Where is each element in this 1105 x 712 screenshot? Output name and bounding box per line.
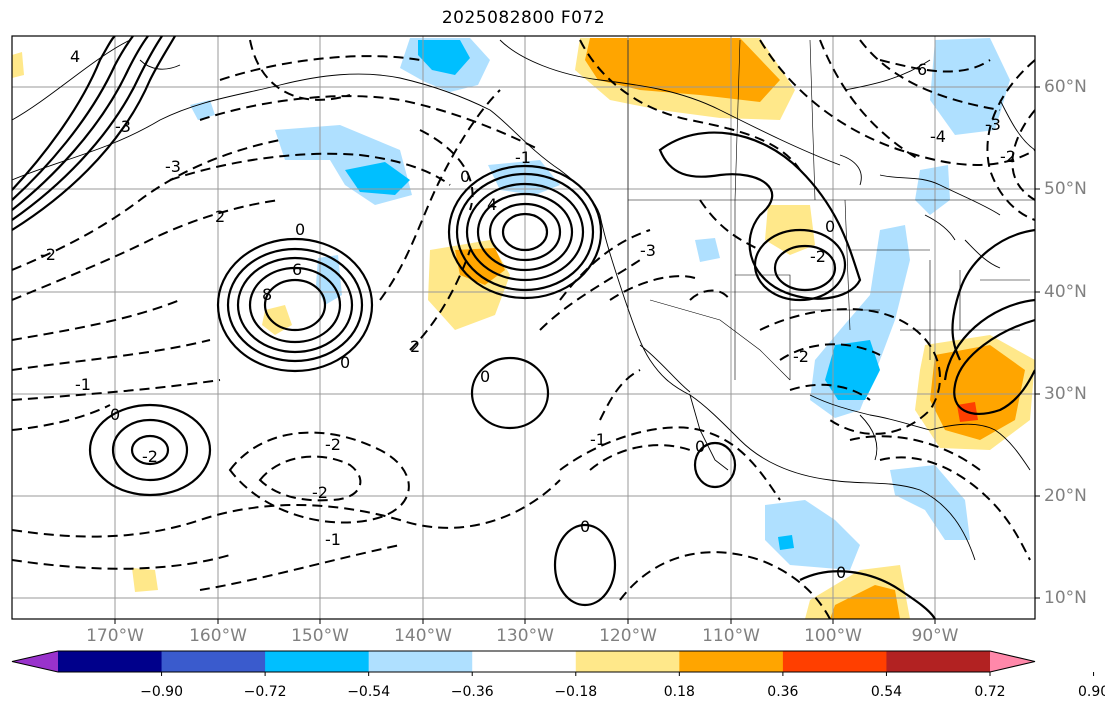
colorbar-tick-label: −0.36 [450,684,494,700]
contour-label: -1 [515,148,531,167]
colorbar-tick-label: 0.18 [663,684,695,700]
lat-label: 60°N [1044,77,1087,97]
colorbar-tick-label: −0.90 [140,684,183,700]
contours-dashed [12,39,1035,619]
tick-marks [114,86,1040,624]
colorbar-segment [368,651,473,672]
contour-labels: 4 6 -6 -4 -3 -3 -2 -1 0 0 0 0 2 2 -2 -2 … [40,47,1016,582]
contour-label: 0 [295,220,305,239]
contour-label: -1 [75,375,91,394]
lon-label: 160°W [189,626,247,646]
colorbar-extend-low [12,651,58,672]
lon-label: 130°W [496,626,554,646]
lon-label: 140°W [394,626,452,646]
colorbar-extend-high [990,651,1035,672]
colorbar-tick-label: 0.36 [767,684,799,700]
contour-label: -2 [1000,147,1016,166]
contour-label: -1 [325,530,341,549]
contour-label: 4 [70,47,80,66]
shaded-areas [12,38,1035,619]
contour-label: 2 [215,207,225,226]
contour-label: -3 [985,115,1001,134]
contours-solid [12,36,1035,619]
contour-label: -3 [165,157,181,176]
colorbar-tick-label: −0.18 [554,684,598,700]
lon-label: 150°W [291,626,349,646]
contour-label: -2 [325,435,341,454]
contour-label: 2 [410,337,420,356]
colorbar [11,650,1095,676]
contour-label: -2 [810,247,826,266]
contour-label: -2 [312,483,328,502]
lat-label: 40°N [1044,282,1087,302]
contour-label: -3 [115,117,131,136]
coastlines [12,39,1035,561]
colorbar-segment [886,651,991,672]
map-title: 2025082800 F072 [441,8,606,28]
contour-label: -2 [793,347,809,366]
contour-label: 0 [695,437,705,456]
colorbar-tick-label: 0.90 [1077,684,1105,700]
contour-label: 6 [917,60,927,79]
colorbar-segment [575,651,680,672]
contour-label: 8 [262,285,272,304]
contour-label: 0 [480,367,490,386]
contour-label: 0 [580,517,590,536]
contour-label: 6 [292,260,302,279]
lat-label: 30°N [1044,384,1087,404]
contour-label: 0 [340,353,350,372]
colorbar-segment [265,651,370,672]
graticule [12,36,1035,619]
contour-label: 4 [487,195,497,214]
contour-label: 0 [825,217,835,236]
contour-label: -4 [930,127,946,146]
colorbar-tick-label: −0.54 [347,684,391,700]
colorbar-tick-label: 0.72 [974,684,1006,700]
lon-label: 120°W [599,626,657,646]
contour-label: -3 [640,241,656,260]
colorbar-tick-label: −0.72 [243,684,287,700]
lat-label: 50°N [1044,179,1087,199]
colorbar-segment [161,651,266,672]
map-frame [11,35,1036,620]
colorbar-tick-label: 0.54 [870,684,903,700]
lat-label: 20°N [1044,486,1087,506]
contour-label: -2 [40,245,56,264]
colorbar-segment [472,651,577,672]
colorbar-segment [58,651,163,672]
contour-label: 0 [836,563,846,582]
contour-label: -2 [142,447,158,466]
lon-label: 100°W [804,626,862,646]
colorbar-outline [11,650,1036,673]
contour-label: 0 [110,405,120,424]
contour-label: -1 [590,430,606,449]
lon-label: 110°W [702,626,760,646]
lon-label: 90°W [911,626,959,646]
political-borders [627,39,1035,381]
contour-label: 0 [460,167,470,186]
colorbar-segment [782,651,887,672]
colorbar-segment [679,651,784,672]
lon-label: 170°W [86,626,144,646]
lat-label: 10°N [1044,588,1087,608]
